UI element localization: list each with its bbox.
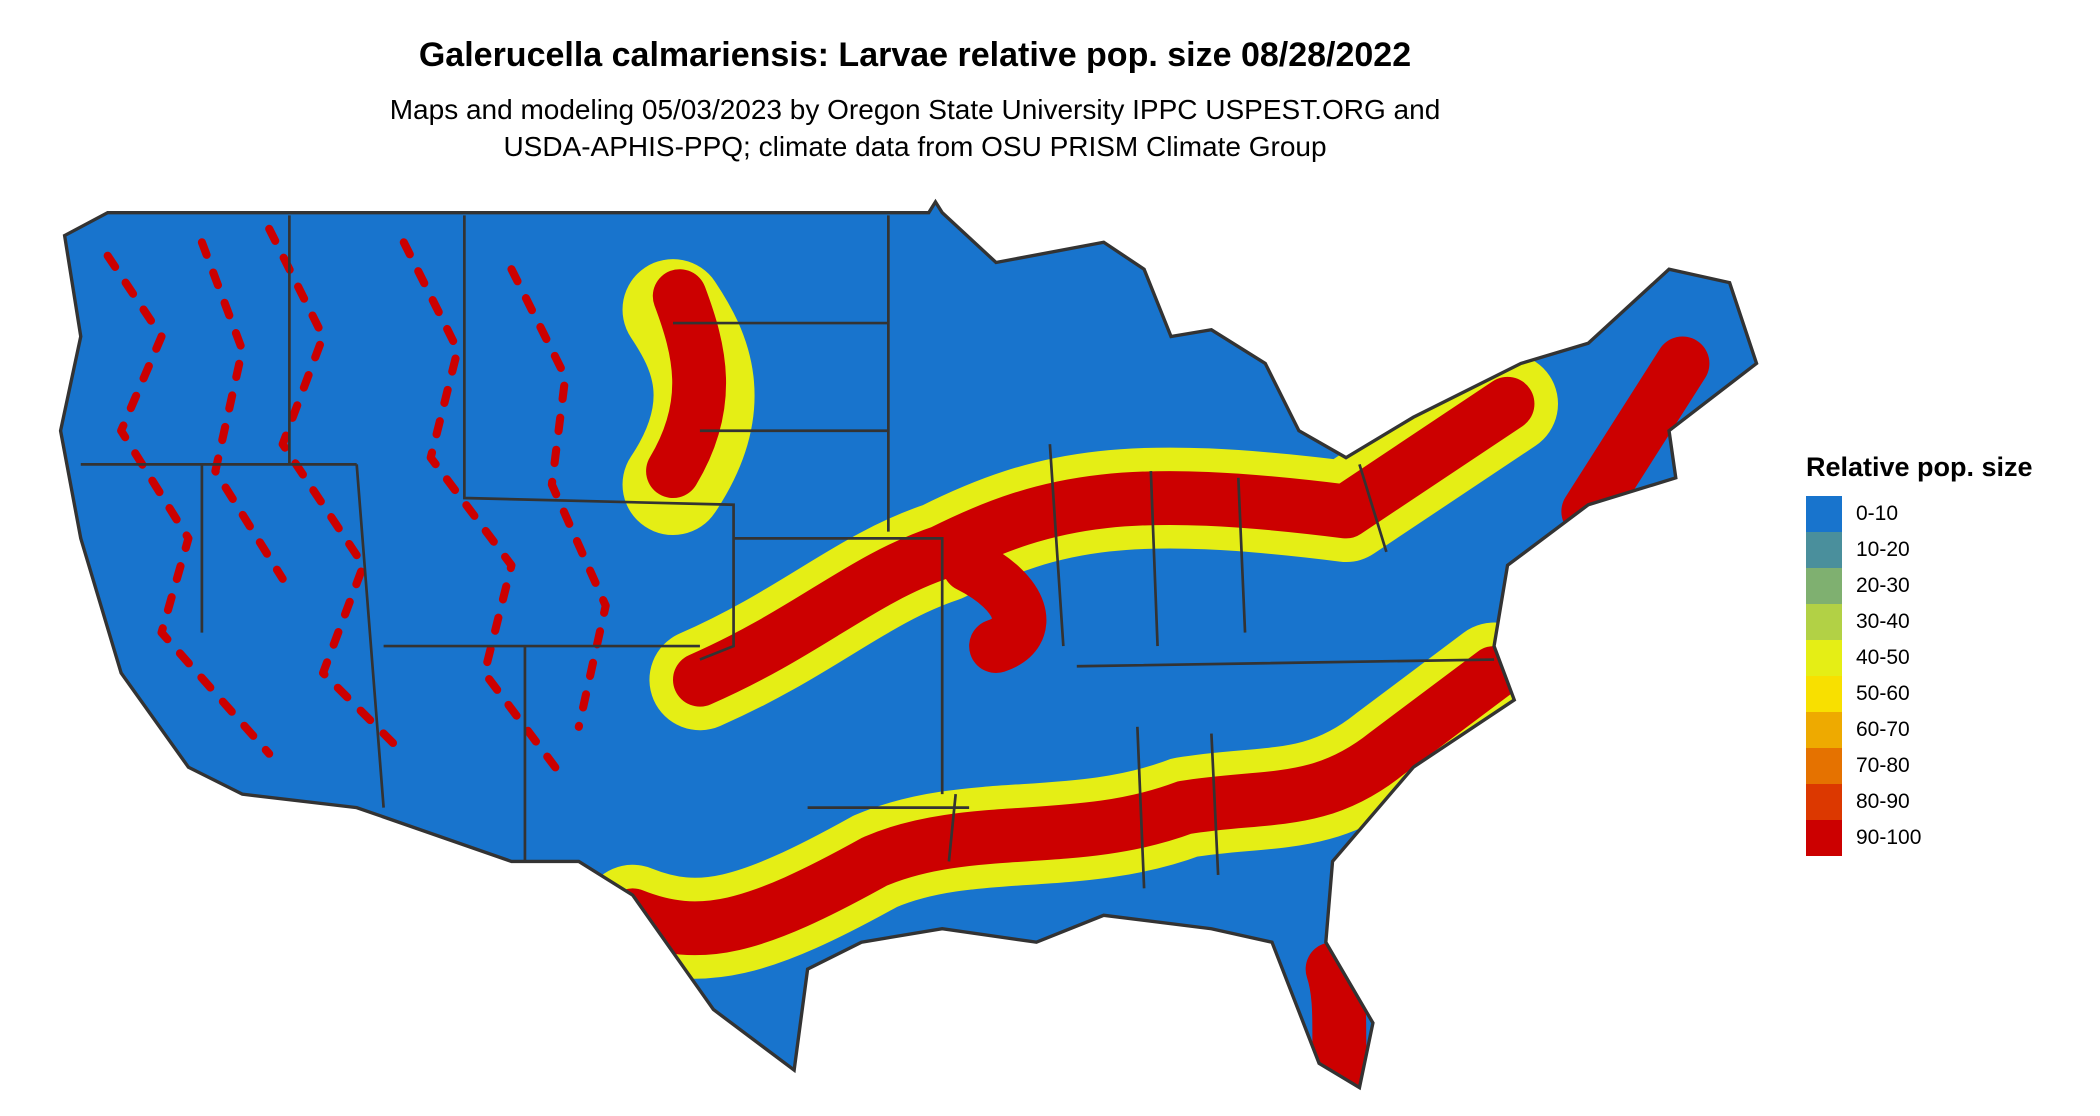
- legend-item: 20-30: [1806, 568, 2033, 604]
- legend-label: 50-60: [1856, 682, 1910, 705]
- legend-label: 20-30: [1856, 574, 1910, 597]
- state-borders: [80, 215, 1495, 889]
- legend-swatch: [1806, 496, 1842, 532]
- mid-band-red: [605, 269, 1710, 1088]
- legend-swatch: [1806, 568, 1842, 604]
- legend-title: Relative pop. size: [1806, 452, 2033, 482]
- legend-swatch: [1806, 640, 1842, 676]
- legend-item: 0-10: [1806, 496, 2033, 532]
- legend-label: 0-10: [1856, 502, 1899, 525]
- map-subtitle-line-2: USDA-APHIS-PPQ; climate data from OSU PR…: [503, 131, 1327, 162]
- legend-swatch: [1806, 604, 1842, 640]
- legend-swatch: [1806, 532, 1842, 568]
- legend-item: 50-60: [1806, 676, 2033, 712]
- legend-swatch: [1806, 712, 1842, 748]
- legend: Relative pop. size 0-10 10-20 20-30 30-40 40…: [1806, 452, 2033, 856]
- legend-item: 30-40: [1806, 604, 2033, 640]
- legend-item: 90-100: [1806, 820, 2033, 856]
- legend-swatch: [1806, 820, 1842, 856]
- us-border: [58, 198, 1759, 1091]
- legend-item: 80-90: [1806, 784, 2033, 820]
- map-title: Galerucella calmariensis: Larvae relativ…: [418, 36, 1412, 74]
- legend-label: 90-100: [1856, 826, 1922, 849]
- legend-swatch: [1806, 784, 1842, 820]
- legend-item: 40-50: [1806, 640, 2033, 676]
- legend-swatch: [1806, 748, 1842, 784]
- legend-label: 10-20: [1856, 538, 1910, 561]
- legend-label: 80-90: [1856, 790, 1910, 813]
- legend-label: 30-40: [1856, 610, 1910, 633]
- legend-item: 60-70: [1806, 712, 2033, 748]
- legend-label: 70-80: [1856, 754, 1910, 777]
- legend-swatch: [1806, 676, 1842, 712]
- map-subtitle-line-1: Maps and modeling 05/03/2023 by Oregon S…: [389, 94, 1441, 125]
- legend-item: 10-20: [1806, 532, 2033, 568]
- legend-label: 60-70: [1856, 718, 1910, 741]
- us-land-area: [60, 201, 1757, 1088]
- legend-item: 70-80: [1806, 748, 2033, 784]
- legend-label: 40-50: [1856, 646, 1910, 669]
